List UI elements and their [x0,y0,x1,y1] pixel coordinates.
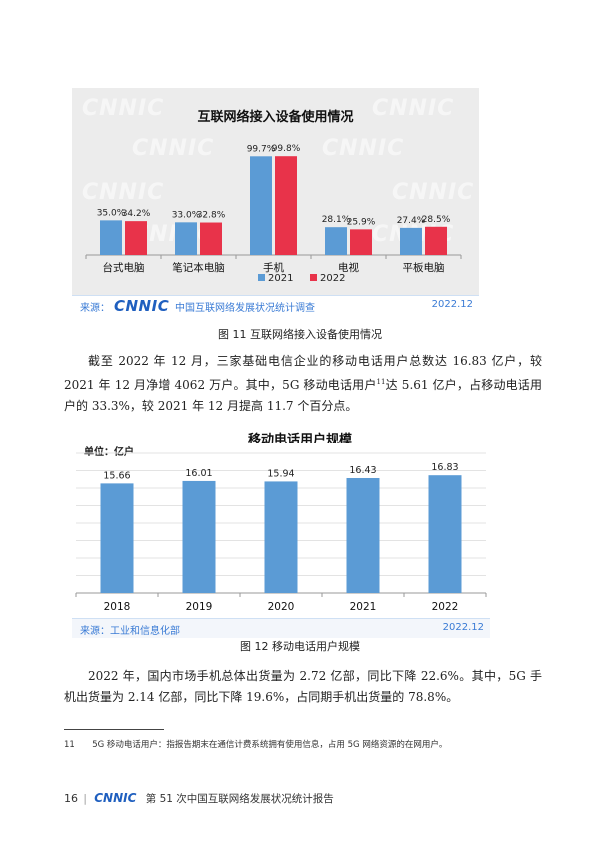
chart2-caption: 图 12 移动电话用户规模 [240,640,360,653]
chart1-data-label: 28.5% [422,215,451,225]
chart1-category-label: 台式电脑 [103,261,145,274]
para1-text-b: 达 5.61 亿户，占移动电话用户的 33.3%，较 2021 年 12 月提高… [64,378,542,413]
chart1-data-label: 27.4% [397,216,426,226]
chart2-plot: 15.66 2018 16.01 2019 15.94 2020 16.43 2021 16.8… [75,452,487,613]
footer-cnnic-logo: CNNIC [94,791,137,805]
source-org: 中国互联网络发展状况统计调查 [175,303,315,314]
chart1-bar-2021 [100,220,122,255]
chart1-data-label: 99.8% [272,144,301,154]
chart2-category-label: 2018 [104,601,131,613]
chart1-bar-2021 [250,156,272,255]
chart2-category-label: 2019 [186,601,213,613]
chart2-bar [100,483,134,593]
chart1-category-label: 电视 [338,261,359,274]
body-paragraph-1: 截至 2022 年 12 月，三家基础电信企业的移动电话用户总数达 16.83 … [64,351,542,417]
chart2-panel: 单位：亿户 15.66 2018 16.01 2019 15.94 2020 16.43 20… [72,443,490,638]
chart2-bar [264,481,298,593]
chart1-title: 互联网络接入设备使用情况 [197,110,354,125]
chart2-category-label: 2021 [350,601,377,613]
chart1-bar-2022 [425,226,447,255]
chart2-category-label: 2022 [432,601,459,613]
chart2-data-label: 16.43 [349,465,376,476]
chart1-panel: CNNIC CNNIC CNNIC CNNIC CNNIC CNNIC CNNI… [72,88,479,315]
chart1-data-label: 99.7% [247,144,276,154]
chart1-legend-label: 2022 [320,273,345,284]
chart2-data-label: 15.94 [267,468,294,479]
chart1-data-label: 33.0% [172,210,201,220]
footnote-ref[interactable]: 11 [376,378,386,386]
chart1-legend-swatch [258,274,265,281]
footnote-rule [64,729,164,730]
footer-separator: | [83,793,87,805]
chart2-source: 来源：工业和信息化部 [80,626,180,637]
chart1-data-label: 25.9% [347,217,376,227]
chart1-data-label: 35.0% [97,208,126,218]
report-title: 第 51 次中国互联网络发展状况统计报告 [145,793,334,805]
chart1-bar-2022 [125,221,147,255]
page-number: 16 [64,792,78,805]
chart2-bar [182,480,216,593]
chart1-bar-2022 [350,229,372,255]
chart1-legend-swatch [310,274,317,281]
chart2-source-date: 2022.12 [442,622,484,633]
chart1-data-label: 32.8% [197,211,226,221]
chart2-category-label: 2020 [268,601,295,613]
chart1-bar-2021 [175,222,197,255]
para2-text: 2022 年，国内市场手机总体出货量为 2.72 亿部，同比下降 22.6%。其… [64,669,542,704]
chart2-bar [346,477,380,593]
chart1-source-bar: 来源： CNNIC 中国互联网络发展状况统计调查 2022.12 [72,295,479,315]
footnote-number: 11 [64,740,75,750]
para1-text-a: 截至 2022 年 12 月，三家基础电信企业的移动电话用户总数达 16.83 … [64,354,542,392]
footnote: 11 5G 移动电话用户：指报告期末在通信计费系统拥有使用信息，占用 5G 网络… [64,738,447,750]
chart1-data-label: 34.2% [122,209,151,219]
chart1-category-label: 手机 [263,261,284,274]
chart2-data-label: 16.83 [431,462,458,473]
chart1-bar-2021 [325,227,347,255]
chart2-data-label: 16.01 [185,468,212,479]
chart1-bar-2022 [200,222,222,255]
chart2-source-bar: 来源：工业和信息化部 2022.12 [72,618,490,638]
source-date: 2022.12 [431,299,473,310]
chart1-legend-label: 2021 [268,273,293,284]
chart1-caption: 图 11 互联网络接入设备使用情况 [218,328,382,341]
chart2-data-label: 15.66 [103,470,130,481]
chart1-bar-2021 [400,227,422,255]
page-footer: 16 | CNNIC 第 51 次中国互联网络发展状况统计报告 [64,791,334,806]
source-prefix: 来源： [80,303,110,314]
cnnic-logo: CNNIC [114,297,170,315]
body-paragraph-2: 2022 年，国内市场手机总体出货量为 2.72 亿部，同比下降 22.6%。其… [64,666,542,708]
chart1-category-label: 笔记本电脑 [172,261,225,274]
chart2-bar [428,475,462,593]
chart1-bar-2022 [275,156,297,255]
chart1-plot: 35.0%34.2% 台式电脑 33.0%32.8% 笔记本电脑 99.7%99.8% 手… [85,144,462,284]
chart1-data-label: 28.1% [322,215,351,225]
chart1-category-label: 平板电脑 [403,261,445,274]
footnote-text: 5G 移动电话用户：指报告期末在通信计费系统拥有使用信息，占用 5G 网络资源的… [92,740,448,750]
